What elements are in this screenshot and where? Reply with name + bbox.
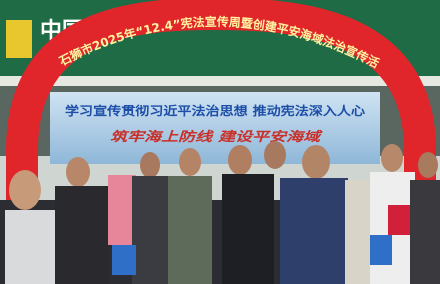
- person-head: [9, 170, 41, 210]
- banner-line1: 学习宣传贯彻习近平法治思想 推动宪法深入人心: [65, 103, 365, 118]
- person-body: [280, 178, 348, 284]
- person-body: [55, 186, 110, 284]
- banner: [50, 92, 380, 164]
- blue-bag: [112, 245, 136, 275]
- banner-line2: 筑牢海上防线 建设平安海域: [110, 129, 323, 145]
- person-head: [140, 152, 160, 178]
- person-head: [381, 144, 403, 172]
- person-head: [418, 152, 438, 178]
- post-logo: [6, 20, 32, 58]
- person-head: [66, 157, 90, 187]
- person-head: [302, 145, 330, 179]
- photo: 中国邮 POST 学习宣传贯彻习近平法治思想 推动宪法深入人心 筑牢海上防线 建…: [0, 0, 440, 284]
- person-head: [228, 145, 252, 175]
- person-body: [108, 175, 136, 245]
- person-body: [132, 176, 170, 284]
- person-body: [168, 176, 212, 284]
- person-body: [410, 180, 440, 284]
- person-body: [222, 174, 274, 284]
- storefront-trim: [0, 76, 440, 86]
- blue-bag: [370, 235, 392, 265]
- person-head: [179, 148, 201, 176]
- person-head: [264, 141, 286, 169]
